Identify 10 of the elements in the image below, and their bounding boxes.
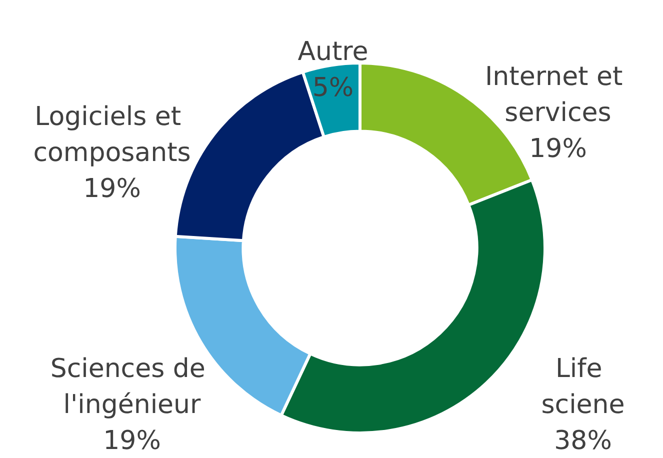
data-label: 19% <box>529 134 587 164</box>
data-label: 5% <box>312 73 354 103</box>
slice-label: Internet et services <box>485 62 631 128</box>
slice-label: Autre <box>298 37 368 67</box>
slice-label: Life sciene <box>541 354 625 420</box>
data-label: 38% <box>554 426 612 456</box>
slice-label: Logiciels et composants <box>33 102 191 168</box>
data-label: 19% <box>83 174 141 204</box>
data-label: 19% <box>103 426 161 456</box>
slice-label: Sciences de l'ingénieur <box>50 354 214 420</box>
